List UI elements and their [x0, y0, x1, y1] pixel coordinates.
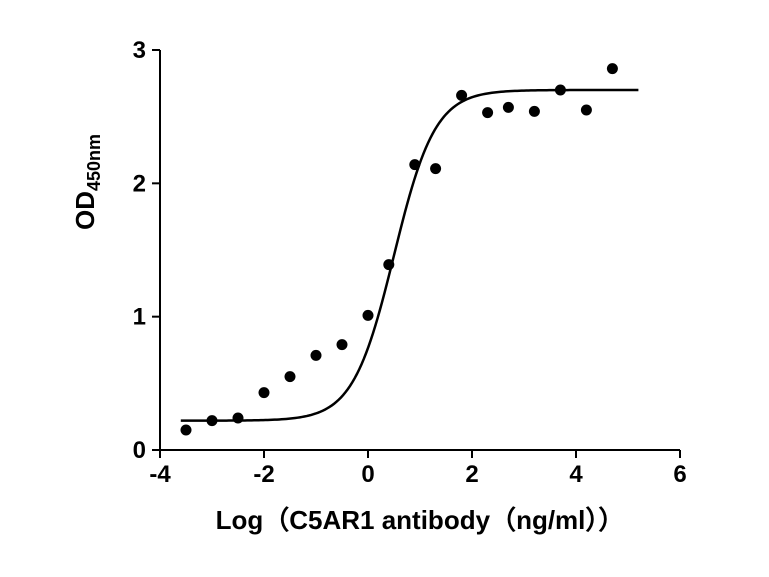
- svg-text:1: 1: [133, 304, 146, 331]
- svg-text:-4: -4: [149, 461, 171, 488]
- svg-text:2: 2: [465, 461, 478, 488]
- x-label-inner: C5AR1 antibody: [289, 505, 490, 535]
- x-label-prefix: Log: [216, 505, 264, 535]
- x-label-paren3: ））: [585, 505, 624, 535]
- x-axis-label: Log（C5AR1 antibody（ng/ml））: [160, 500, 680, 537]
- x-label-paren2: （: [490, 505, 516, 535]
- y-axis-label: OD450nm: [70, 134, 105, 230]
- fitted-curve: [181, 90, 639, 421]
- chart-container: 0123-4-20246 OD450nm Log（C5AR1 antibody（…: [50, 30, 730, 530]
- svg-text:2: 2: [133, 170, 146, 197]
- svg-text:-2: -2: [253, 461, 274, 488]
- x-label-paren: （: [263, 505, 289, 535]
- y-label-sub: 450nm: [84, 134, 104, 191]
- x-label-unit: ng/ml: [516, 505, 585, 535]
- data-points: [181, 63, 618, 435]
- svg-text:6: 6: [673, 461, 686, 488]
- svg-text:0: 0: [361, 461, 374, 488]
- svg-text:0: 0: [133, 437, 146, 464]
- plot-svg: 0123-4-20246: [160, 50, 680, 450]
- y-label-prefix: OD: [70, 191, 100, 230]
- svg-text:4: 4: [569, 461, 583, 488]
- svg-text:3: 3: [133, 37, 146, 64]
